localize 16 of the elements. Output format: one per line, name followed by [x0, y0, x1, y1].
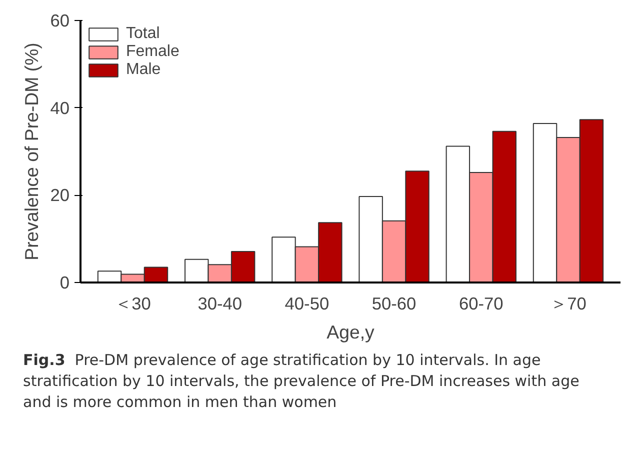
x-tick-label: ＞70	[550, 294, 586, 314]
caption: Fig.3	[23, 351, 66, 369]
y-tick-label: 0	[60, 272, 70, 292]
y-tick-label: 60	[50, 10, 70, 30]
legend-label: Female	[126, 43, 180, 61]
y-tick-label: 20	[50, 185, 70, 206]
legend-label: Male	[126, 61, 161, 79]
x-tick-label: 50-60	[372, 294, 416, 314]
x-tick-label: 60-70	[458, 294, 504, 314]
x-tick-label: ＜30	[114, 294, 151, 314]
y-axis-title: Prevalence of Pre-DM (%)	[21, 42, 42, 260]
y-tick-label: 40	[50, 98, 70, 118]
x-tick-label: 30-40	[198, 294, 242, 314]
legend-label: Total	[126, 25, 160, 43]
x-axis-title: Age,y	[326, 322, 376, 342]
x-tick-label: 40-50	[284, 294, 330, 314]
